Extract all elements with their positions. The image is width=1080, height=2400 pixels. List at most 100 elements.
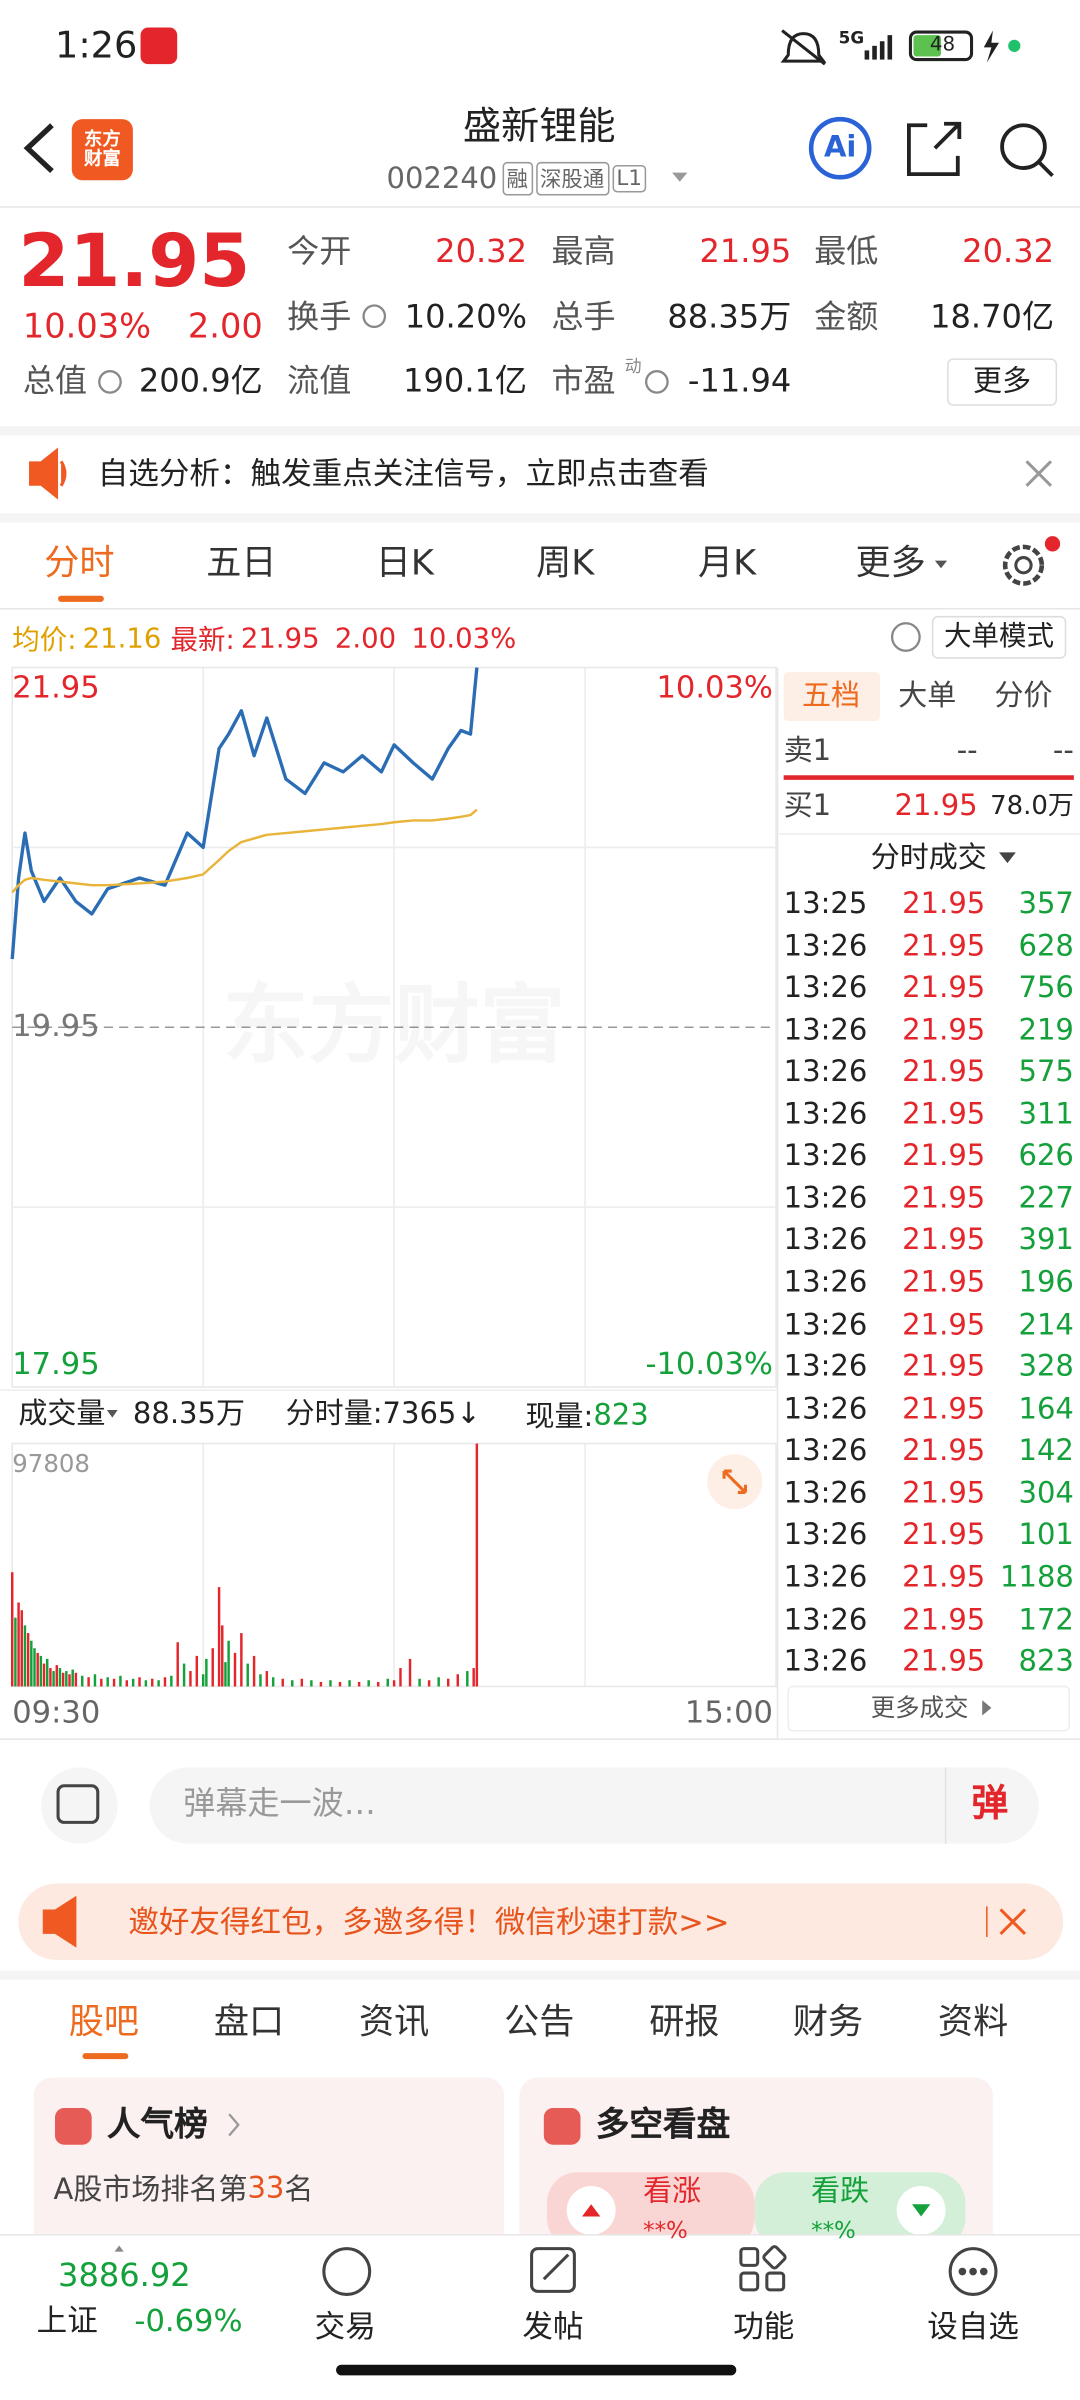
volume-bar [33,1648,36,1687]
section-tab[interactable]: 股吧 [68,2002,140,2043]
section-tab[interactable]: 财务 [792,2002,864,2043]
period-tab[interactable]: 周K [536,544,595,584]
volume-bar [131,1678,135,1687]
notice-text[interactable]: 自选分析：触发重点关注信号，立即点击查看 [97,455,709,492]
section-tab[interactable]: 研报 [649,2002,720,2043]
rank-value: 33 [247,2170,285,2205]
more-button[interactable]: 更多 [947,358,1058,406]
volume-bar [376,1681,380,1687]
ai-button[interactable] [808,116,872,180]
stat-label: 今开 [287,232,352,270]
nav-item[interactable]: 设自选 [927,2308,1019,2345]
volume-bar [52,1671,55,1687]
battery-level [913,35,941,57]
section-tab[interactable]: 公告 [504,2002,575,2043]
volume-bar [227,1640,230,1687]
minute-volume: 分时量:7365↓ [285,1397,481,1431]
volume-bar [71,1669,74,1687]
trade-price: 21.95 [902,928,986,963]
volume-bar [367,1680,370,1687]
stat-value: 200.9亿 [138,362,263,400]
period-tab[interactable]: 五日 [206,544,277,584]
trade-price: 21.95 [902,1181,986,1216]
comment-placeholder[interactable]: 弹幕走一波… [183,1784,376,1822]
bear-label: 看跌 [811,2174,870,2209]
stat-label: 换手 [287,298,352,336]
latest-change-pct: 10.03% [411,622,517,655]
trades-title[interactable]: 分时成交 [870,841,987,875]
change-amount: 2.00 [187,308,263,347]
trade-price: 21.95 [902,1350,986,1384]
trade-icon[interactable] [322,2247,372,2296]
period-tab[interactable]: 日K [375,544,434,584]
period-tab[interactable]: 月K [698,544,757,584]
stock-tag: 深股通 [535,161,609,196]
volume-bar [20,1610,23,1687]
rank-suffix: 名 [284,2172,314,2207]
stat-value: 18.70亿 [930,298,1055,336]
help-icon[interactable] [890,622,921,652]
volume-bar [138,1677,141,1687]
info-icon[interactable] [362,304,387,329]
banner-text[interactable]: 邀好友得红包，多邀多得！微信秒速打款>> [128,1903,730,1941]
dropdown-arrow [934,560,948,569]
volume-bar [265,1671,269,1687]
more-trades-button[interactable] [787,1685,1071,1732]
trade-volume: 328 [1018,1350,1074,1384]
legend-bar: 均价: 21.16 最新: 21.95 2.00 10.03% [12,619,516,659]
trade-volume: 391 [1018,1223,1074,1258]
popularity-card[interactable] [33,2077,505,2261]
back-button[interactable] [23,123,54,174]
order-book-tab[interactable]: 分价 [994,679,1053,713]
nav-item[interactable]: 交易 [314,2308,376,2345]
volume-bar [112,1678,116,1687]
share-button[interactable] [907,121,962,177]
order-book-tab[interactable]: 五档 [801,679,861,713]
trade-price: 21.95 [902,1139,986,1174]
trade-time: 13:26 [783,1644,868,1679]
settings-button[interactable] [1002,536,1061,586]
series-line [11,808,478,894]
card-title: 多空看盘 [595,2106,731,2145]
big-order-mode[interactable]: 大单模式 [931,615,1067,659]
order-book-tab[interactable]: 大单 [898,679,957,713]
search-button[interactable] [1000,123,1054,178]
volume-bar [195,1655,199,1687]
volume-bar [61,1672,65,1687]
danmaku-button[interactable]: 弹 [971,1782,1009,1825]
post-icon[interactable] [530,2247,576,2293]
close-button[interactable] [1025,460,1053,487]
code-dropdown[interactable] [672,172,688,182]
volume-bar [39,1655,43,1687]
banner-bg[interactable] [18,1883,1064,1960]
banner-close[interactable] [999,1908,1027,1935]
section-tab[interactable]: 资料 [937,2002,1009,2043]
volume-bar [17,1602,20,1687]
comment-icon-bg[interactable] [41,1767,118,1844]
watchlist-icon[interactable] [948,2247,998,2296]
functions-icon[interactable] [739,2245,787,2292]
tab-indicator [58,595,104,602]
trade-volume: 101 [1018,1518,1074,1553]
volume-bar [399,1668,402,1687]
more-trades[interactable]: 更多成交 [870,1693,969,1723]
section-tab[interactable]: 资讯 [358,2002,430,2043]
current-volume: 现量: 823 [525,1394,648,1435]
info-icon[interactable] [98,370,122,394]
bid-label: 买1 [783,789,832,823]
info-icon[interactable] [645,370,669,394]
stat-superscript: 动 [624,356,642,377]
nav-item[interactable]: 功能 [733,2308,795,2345]
period-tab[interactable]: 更多 [855,544,926,584]
comment-input[interactable] [149,1767,1039,1844]
nav-item[interactable]: 发帖 [522,2308,584,2345]
trade-time: 13:26 [783,1392,868,1426]
volume-bar [30,1640,33,1687]
volume-label[interactable]: 成交量 [18,1397,106,1431]
period-tab[interactable]: 分时 [44,544,115,584]
section-tab[interactable]: 盘口 [213,2002,285,2043]
bull-percent: **% [643,2216,688,2245]
series-line [10,667,479,960]
